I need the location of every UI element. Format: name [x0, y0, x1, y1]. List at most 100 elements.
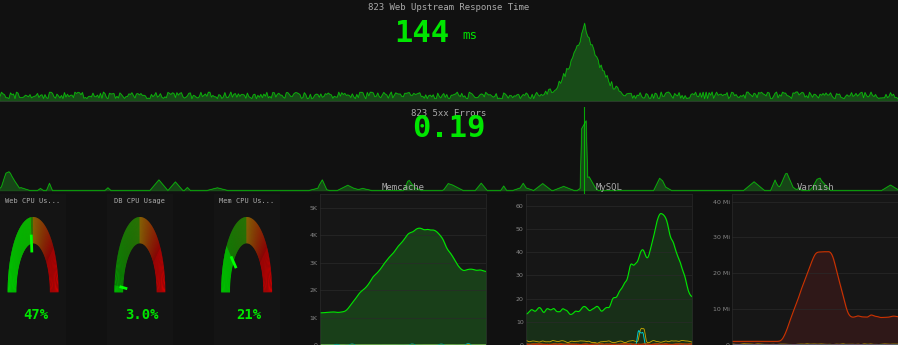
Polygon shape — [114, 286, 123, 289]
Polygon shape — [248, 217, 249, 244]
Polygon shape — [119, 245, 127, 262]
Polygon shape — [48, 261, 57, 273]
Polygon shape — [243, 217, 245, 244]
Text: Mem CPU Us...: Mem CPU Us... — [219, 198, 274, 204]
Polygon shape — [9, 270, 17, 279]
Polygon shape — [11, 257, 19, 270]
Polygon shape — [248, 217, 250, 244]
Polygon shape — [10, 258, 18, 270]
Polygon shape — [144, 219, 145, 245]
Polygon shape — [49, 285, 58, 288]
Polygon shape — [114, 290, 123, 291]
Polygon shape — [251, 219, 253, 245]
Polygon shape — [153, 246, 160, 263]
Polygon shape — [263, 275, 271, 282]
Polygon shape — [146, 223, 150, 248]
Polygon shape — [8, 277, 17, 283]
Polygon shape — [250, 218, 252, 244]
Polygon shape — [11, 256, 19, 269]
Polygon shape — [149, 230, 154, 253]
Polygon shape — [226, 248, 233, 264]
Polygon shape — [23, 223, 27, 247]
Polygon shape — [237, 223, 241, 247]
Polygon shape — [9, 266, 18, 276]
Polygon shape — [223, 268, 231, 277]
Polygon shape — [254, 225, 259, 249]
Polygon shape — [125, 231, 130, 253]
Polygon shape — [241, 219, 242, 245]
Polygon shape — [136, 218, 137, 244]
Polygon shape — [13, 246, 20, 263]
Polygon shape — [222, 280, 230, 285]
Polygon shape — [8, 286, 17, 289]
Polygon shape — [119, 247, 127, 263]
Polygon shape — [131, 221, 135, 246]
Polygon shape — [150, 233, 156, 254]
Polygon shape — [224, 259, 232, 271]
Circle shape — [124, 246, 155, 339]
Polygon shape — [41, 228, 47, 251]
Polygon shape — [131, 221, 135, 246]
Polygon shape — [237, 222, 241, 247]
Polygon shape — [114, 291, 123, 292]
Polygon shape — [255, 228, 260, 251]
Polygon shape — [116, 263, 125, 274]
Polygon shape — [228, 239, 235, 258]
Polygon shape — [147, 224, 151, 248]
Polygon shape — [222, 278, 231, 284]
Polygon shape — [49, 289, 58, 291]
Polygon shape — [221, 286, 230, 288]
Polygon shape — [221, 289, 230, 290]
Polygon shape — [35, 217, 37, 244]
Polygon shape — [258, 236, 264, 256]
Polygon shape — [222, 282, 230, 286]
Polygon shape — [240, 219, 242, 245]
Polygon shape — [21, 226, 25, 249]
Polygon shape — [263, 283, 272, 287]
Polygon shape — [44, 236, 50, 256]
GET — [315, 311, 326, 315]
Polygon shape — [9, 270, 17, 278]
Polygon shape — [18, 230, 23, 253]
Polygon shape — [260, 246, 267, 263]
Polygon shape — [263, 277, 272, 283]
Polygon shape — [8, 278, 17, 284]
Polygon shape — [114, 288, 123, 290]
Polygon shape — [234, 226, 239, 250]
Polygon shape — [13, 242, 21, 260]
Polygon shape — [224, 257, 232, 270]
Polygon shape — [47, 251, 55, 266]
Polygon shape — [226, 245, 233, 262]
Polygon shape — [230, 235, 236, 255]
Polygon shape — [223, 266, 231, 276]
Polygon shape — [8, 279, 17, 285]
Polygon shape — [11, 253, 19, 267]
Polygon shape — [154, 248, 161, 264]
Polygon shape — [49, 286, 58, 289]
Polygon shape — [8, 280, 17, 285]
Polygon shape — [114, 290, 123, 291]
Polygon shape — [155, 267, 164, 276]
Polygon shape — [46, 244, 53, 262]
Polygon shape — [156, 272, 164, 280]
Polygon shape — [44, 236, 50, 256]
Polygon shape — [115, 276, 124, 282]
SET — [370, 343, 381, 345]
Polygon shape — [148, 228, 154, 251]
Polygon shape — [152, 238, 158, 257]
Polygon shape — [122, 237, 128, 257]
Polygon shape — [42, 230, 48, 252]
Polygon shape — [223, 264, 232, 275]
Polygon shape — [24, 221, 28, 246]
Polygon shape — [13, 244, 21, 261]
Polygon shape — [16, 235, 22, 255]
Polygon shape — [243, 217, 244, 244]
Polygon shape — [258, 237, 264, 257]
Polygon shape — [115, 280, 124, 285]
Polygon shape — [155, 261, 163, 273]
Polygon shape — [38, 220, 41, 246]
Polygon shape — [153, 242, 159, 260]
Polygon shape — [46, 245, 53, 262]
Polygon shape — [222, 272, 231, 279]
Polygon shape — [121, 240, 128, 259]
